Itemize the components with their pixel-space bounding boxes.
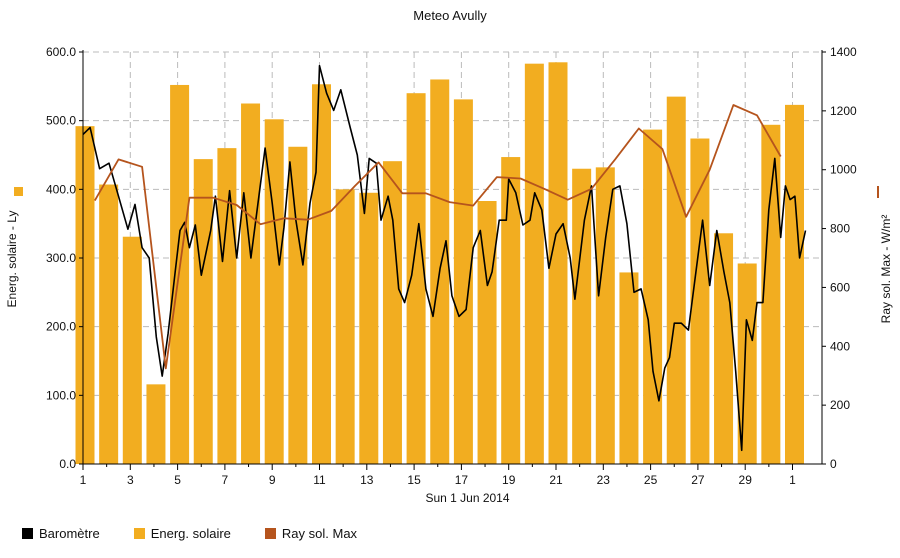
tick-labels: 0.0 100.0 200.0 300.0 400.0 500.0 600.0 0 200 400…	[46, 45, 857, 505]
x-tick-label: 19	[502, 473, 516, 487]
y-tick-label-left: 400.0	[46, 182, 76, 196]
bar-energ-solaire-day-8	[241, 103, 261, 464]
y-tick-label-left: 200.0	[46, 320, 76, 334]
bar-energ-solaire-day-18	[477, 201, 497, 465]
bar-energ-solaire-day-26	[666, 96, 686, 464]
y-tick-label-right: 600	[830, 280, 850, 294]
bar-energ-solaire-day-4	[146, 384, 166, 464]
barometre-line-group	[82, 64, 807, 452]
bar-energ-solaire-day-11	[312, 84, 331, 465]
bar-energ-solaire-day-14	[382, 161, 402, 464]
y-axis-left-symbol	[14, 187, 23, 196]
bar-energ-solaire-day-31	[785, 104, 804, 464]
bar-energ-solaire-day-27	[690, 138, 710, 464]
legend-item-energ-solaire: Energ. solaire	[133, 526, 231, 541]
bar-energ-solaire-day-30	[761, 124, 781, 464]
bar-energ-solaire-day-15	[406, 93, 426, 464]
legend-item-barometre: Baromètre	[22, 526, 100, 541]
y-tick-label-left: 300.0	[46, 251, 76, 265]
bar-energ-solaire-day-9	[264, 119, 284, 464]
bar-energ-solaire-day-17	[453, 99, 473, 464]
legend-item-ray-sol-max: Ray sol. Max	[264, 526, 358, 541]
y-tick-label-left: 600.0	[46, 45, 76, 59]
legend-swatch-barometre	[22, 528, 33, 539]
bar-energ-solaire-day-20	[524, 63, 544, 464]
x-tick-label: 13	[360, 473, 374, 487]
legend-label-barometre: Baromètre	[39, 526, 100, 541]
x-tick-label: 5	[174, 473, 181, 487]
x-axis-label: Sun 1 Jun 2014	[425, 491, 509, 505]
bar-energ-solaire-day-24	[619, 272, 639, 464]
bar-energ-solaire-day-1	[75, 126, 95, 464]
bar-energ-solaire-day-2	[99, 184, 119, 464]
bar-energ-solaire-day-13	[359, 192, 379, 464]
y-tick-label-left: 100.0	[46, 388, 76, 402]
y-tick-label-right: 800	[830, 222, 850, 236]
barometre-line	[82, 64, 807, 452]
legend-label-ray-sol-max: Ray sol. Max	[281, 526, 358, 541]
ray-sol-max-line-group	[94, 104, 782, 370]
bar-energ-solaire-day-21	[548, 62, 568, 465]
x-tick-label: 1	[80, 473, 87, 487]
x-tick-label: 17	[455, 473, 469, 487]
legend-swatch-energ-solaire	[133, 528, 145, 539]
x-tick-label: 23	[597, 473, 611, 487]
bar-energ-solaire-day-19	[501, 157, 521, 464]
y-tick-label-right: 0	[830, 457, 837, 471]
y-tick-label-right: 400	[830, 339, 850, 353]
chart-title: Meteo Avully	[413, 8, 487, 23]
legend: Baromètre Energ. solaire Ray sol. Max	[22, 526, 357, 541]
x-tick-label: 11	[313, 473, 326, 487]
y-tick-label-right: 1000	[830, 163, 857, 177]
x-tick-label: 27	[691, 473, 705, 487]
y-tick-label-right: 1200	[830, 104, 857, 118]
legend-swatch-ray-sol-max	[264, 528, 276, 539]
bar-energ-solaire-day-23	[595, 167, 615, 465]
y-axis-left-label: Energ. solaire - Ly	[5, 210, 19, 308]
y-tick-label-left: 500.0	[46, 114, 76, 128]
x-tick-label: 29	[739, 473, 753, 487]
x-tick-label: 9	[269, 473, 276, 487]
x-tick-label: 3	[127, 473, 134, 487]
bar-energ-solaire-day-22	[572, 168, 592, 464]
y-axis-right-symbol	[877, 186, 879, 198]
bar-energ-solaire-day-25	[643, 129, 663, 465]
axes	[79, 50, 826, 470]
bar-energ-solaire-day-6	[193, 159, 213, 464]
x-tick-label: 15	[407, 473, 421, 487]
bar-energ-solaire-day-7	[217, 148, 237, 464]
bar-energ-solaire-day-12	[335, 189, 355, 465]
y-tick-label-right: 1400	[830, 45, 857, 59]
legend-label-energ-solaire: Energ. solaire	[150, 526, 231, 541]
y-tick-label-left: 0.0	[59, 457, 76, 471]
ray-sol-max-line	[94, 104, 782, 370]
x-tick-label: 1	[789, 473, 796, 487]
x-tick-label: 7	[222, 473, 229, 487]
x-tick-label: 25	[644, 473, 658, 487]
y-axis-right-label: Ray sol. Max - W/m²	[879, 214, 893, 324]
bar-energ-solaire-day-3	[122, 236, 142, 464]
bar-energ-solaire-day-10	[288, 146, 308, 464]
x-tick-label: 21	[549, 473, 563, 487]
energ-solaire-bars	[75, 62, 804, 465]
y-tick-label-right: 200	[830, 398, 850, 412]
